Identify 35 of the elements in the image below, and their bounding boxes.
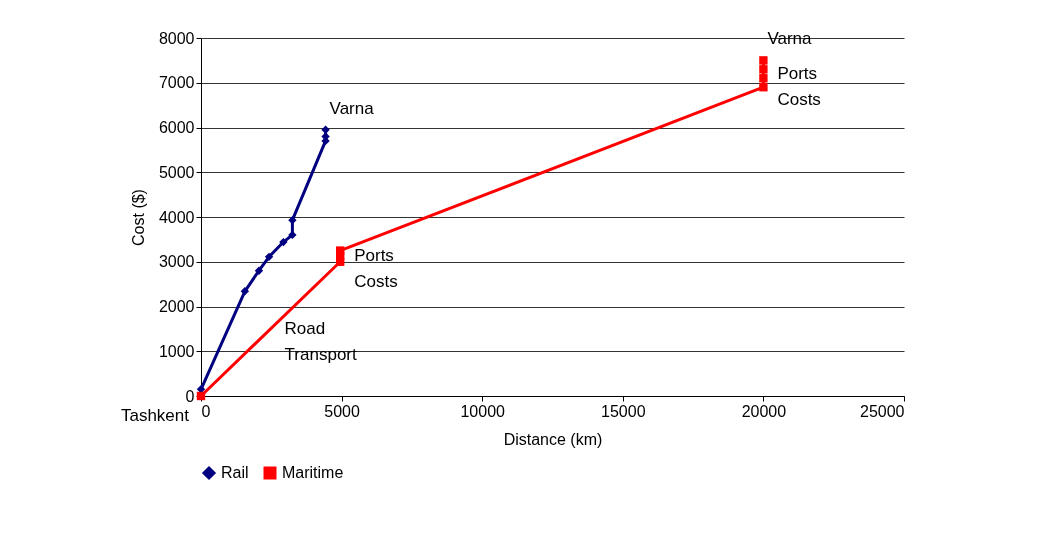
annotation: Varna	[329, 98, 375, 118]
point	[759, 74, 768, 83]
y-tick-label: 7000	[158, 74, 195, 92]
x-tick-label: 25000	[860, 402, 905, 420]
y-tick-label: 6000	[158, 119, 195, 136]
x-tick-label: 15000	[601, 402, 646, 420]
point	[336, 246, 345, 255]
annotation: Tashkent	[120, 406, 190, 425]
y-tick-label: 3000	[158, 253, 195, 271]
x-axis-title: Distance (km)	[503, 430, 603, 448]
point	[759, 56, 768, 65]
point	[264, 252, 274, 262]
x-tick-label: 5000	[324, 402, 360, 420]
annotation: Ports Costs	[354, 245, 398, 291]
legend-label: Rail	[221, 464, 249, 481]
point	[759, 65, 768, 74]
point	[288, 230, 297, 240]
point	[321, 125, 330, 134]
annotation: Ports Costs	[777, 63, 821, 109]
x-tick-label: 10000	[460, 402, 506, 420]
y-tick-label: 2000	[158, 298, 195, 315]
point	[254, 266, 264, 275]
y-tick-label: 0	[185, 387, 195, 405]
point	[288, 215, 297, 225]
x-tick-label: 20000	[741, 402, 787, 420]
point	[240, 287, 250, 296]
legend-label: Maritime	[282, 464, 344, 481]
point	[759, 83, 768, 92]
x-tick-label: 0	[201, 402, 211, 420]
y-tick-label: 8000	[158, 29, 195, 47]
y-tick-label: 5000	[158, 163, 195, 181]
point	[279, 237, 288, 247]
y-tick-label: 1000	[158, 342, 195, 360]
y-tick-label: 4000	[158, 208, 195, 226]
y-axis-title: Cost ($)	[129, 189, 147, 246]
